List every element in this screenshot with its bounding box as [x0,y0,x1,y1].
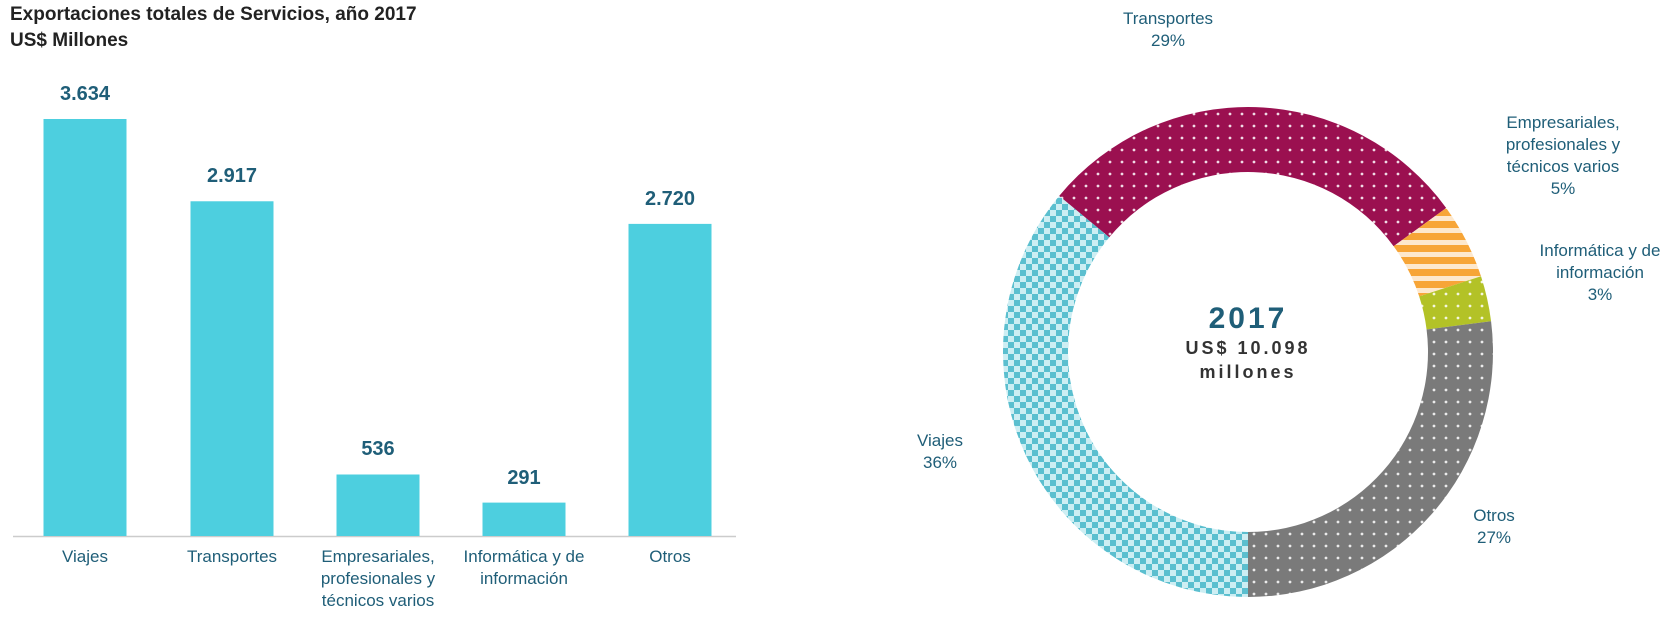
slice-name: Transportes [1122,9,1214,28]
slice-label: Informática y de información 3% [1520,240,1673,306]
donut-center: 2017 US$ 10.098 millones [1148,302,1348,384]
bar [43,119,127,536]
slice-label: Viajes 36% [880,430,1000,474]
slice-percent: 3% [1587,285,1613,304]
x-tick-label: Empresariales, profesionales y técnicos … [320,547,436,610]
donut-slice [1002,195,1248,597]
donut-slice [1393,207,1482,297]
donut-slice [1059,107,1447,247]
data-label: 3.634 [59,83,111,105]
data-label: 536 [361,438,395,461]
data-label: 291 [507,466,541,489]
donut-slice [1419,276,1492,330]
slice-name: Viajes [917,431,963,450]
center-year: 2017 [1208,302,1288,335]
bar [190,201,274,536]
x-tick-label: Otros [649,547,691,566]
data-label: 2.917 [206,165,258,188]
x-tick-label: Viajes [62,547,108,566]
bar [628,223,712,537]
slice-percent: 36% [922,453,958,472]
center-unit: millones [1199,362,1297,382]
slice-percent: 27% [1476,528,1512,547]
bar [482,502,566,536]
x-tick-label: Informática y de información [463,547,585,588]
slice-name: Informática y de información [1539,241,1661,282]
slice-name: Otros [1473,506,1515,525]
chart-title: Exportaciones totales de Servicios, año … [10,4,417,25]
center-total: US$ 10.098 [1185,338,1311,358]
donut-slice [1248,321,1493,597]
slice-percent: 5% [1550,179,1576,198]
slice-label: Empresariales, profesionales y técnicos … [1478,112,1648,200]
x-tick-label: Transportes [186,547,278,566]
slice-label: Otros 27% [1434,505,1554,549]
bar [336,474,420,536]
slice-label: Transportes 29% [1108,8,1228,52]
slice-name: Empresariales, profesionales y técnicos … [1505,113,1621,176]
slice-percent: 29% [1150,31,1186,50]
chart-subtitle: US$ Millones [10,30,129,51]
data-label: 2.720 [644,187,696,210]
